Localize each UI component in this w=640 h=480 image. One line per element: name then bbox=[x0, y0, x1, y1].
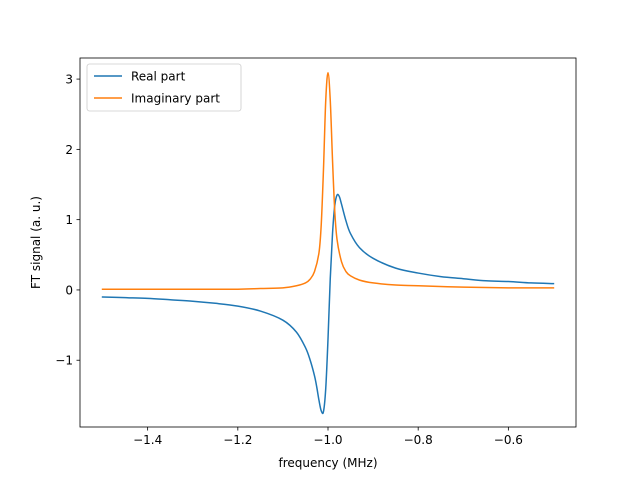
y-tick-label: 1 bbox=[65, 213, 73, 227]
y-axis: −1 0 1 2 3 bbox=[55, 73, 80, 368]
x-tick-label: −1.4 bbox=[133, 433, 162, 447]
series-line-real-part bbox=[101, 193, 555, 415]
legend-box bbox=[86, 63, 242, 112]
y-tick-label: −1 bbox=[55, 354, 73, 368]
legend-entry-label: Real part bbox=[131, 70, 186, 84]
legend-entry-label: Imaginary part bbox=[131, 92, 220, 106]
x-axis-label: frequency (MHz) bbox=[278, 456, 377, 470]
series-layer bbox=[101, 72, 555, 415]
x-tick-label: −1.2 bbox=[223, 433, 252, 447]
series-line-imaginary-part bbox=[101, 72, 555, 291]
x-tick-label: −1.0 bbox=[313, 433, 342, 447]
y-tick-label: 2 bbox=[65, 143, 73, 157]
y-axis-label: FT signal (a. u.) bbox=[29, 196, 43, 289]
x-tick-label: −0.6 bbox=[494, 433, 523, 447]
x-axis: −1.4 −1.2 −1.0 −0.8 −0.6 bbox=[133, 427, 523, 447]
x-tick-label: −0.8 bbox=[404, 433, 433, 447]
legend: Real part Imaginary part bbox=[86, 63, 242, 112]
y-tick-label: 3 bbox=[65, 73, 73, 87]
y-tick-label: 0 bbox=[65, 283, 73, 297]
